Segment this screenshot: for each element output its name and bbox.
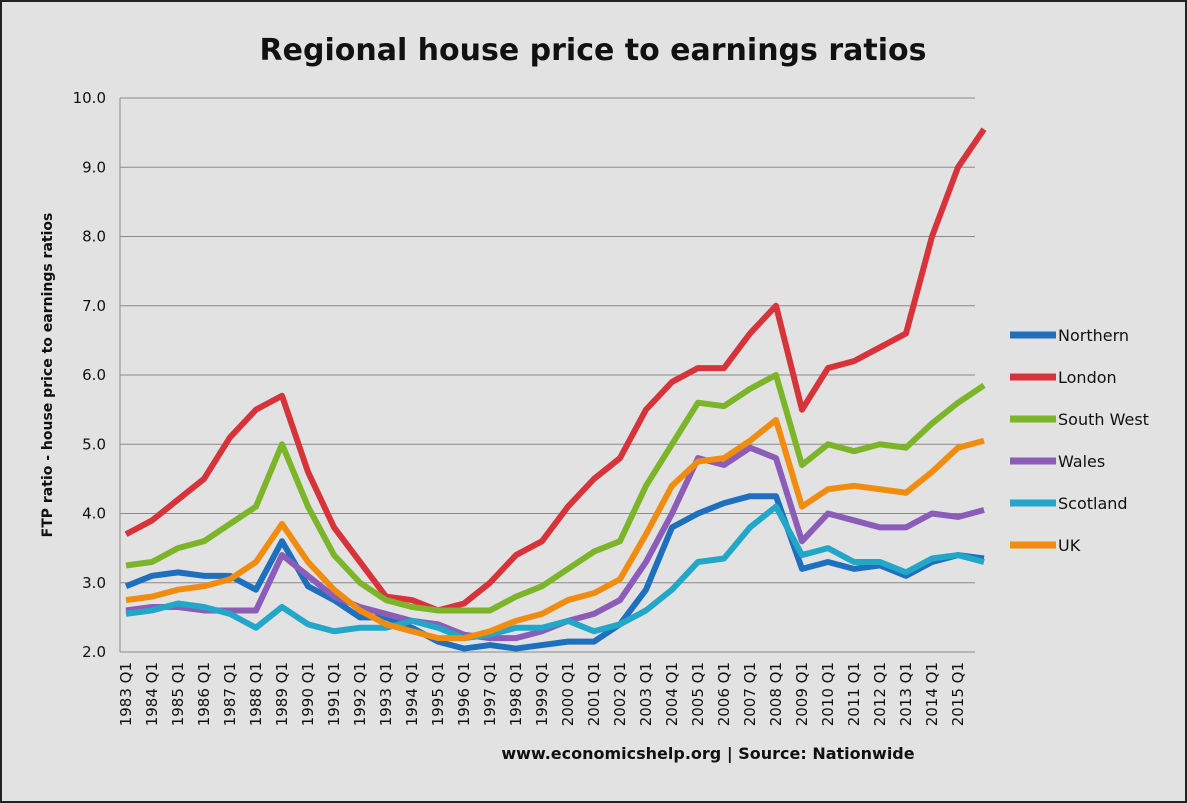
x-tick-label: 1983 Q1 xyxy=(117,662,135,726)
x-tick-label: 2001 Q1 xyxy=(585,662,603,726)
x-tick-label: 2006 Q1 xyxy=(715,662,733,726)
y-tick-label: 5.0 xyxy=(82,435,106,453)
series-line xyxy=(125,503,985,642)
x-tick-label: 2010 Q1 xyxy=(819,662,837,726)
x-tick-label: 2003 Q1 xyxy=(637,662,655,726)
y-tick-label: 3.0 xyxy=(82,574,106,592)
x-tick-label: 2005 Q1 xyxy=(689,662,707,726)
x-tick-label: 1984 Q1 xyxy=(143,662,161,726)
y-tick-label: 7.0 xyxy=(82,297,106,315)
legend-label: London xyxy=(1058,368,1117,387)
x-tick-label: 2015 Q1 xyxy=(949,662,967,726)
legend-label: Wales xyxy=(1058,452,1105,471)
x-tick-label: 2002 Q1 xyxy=(611,662,629,726)
x-tick-label: 1998 Q1 xyxy=(507,662,525,726)
x-tick-label: 2014 Q1 xyxy=(923,662,941,726)
x-tick-label: 2004 Q1 xyxy=(663,662,681,726)
series-line xyxy=(125,417,985,642)
x-tick-label: 1992 Q1 xyxy=(351,662,369,726)
x-tick-label: 1985 Q1 xyxy=(169,662,187,726)
x-tick-label: 1987 Q1 xyxy=(221,662,239,726)
y-tick-label: 2.0 xyxy=(82,643,106,661)
y-axis-title: FTP ratio - house price to earnings rati… xyxy=(40,213,56,538)
x-tick-label: 1989 Q1 xyxy=(273,662,291,726)
y-tick-label: 6.0 xyxy=(82,366,106,384)
x-tick-label: 1986 Q1 xyxy=(195,662,213,726)
y-tick-label: 8.0 xyxy=(82,228,106,246)
x-tick-label: 1996 Q1 xyxy=(455,662,473,726)
x-tick-label: 2009 Q1 xyxy=(793,662,811,726)
x-tick-label: 1993 Q1 xyxy=(377,662,395,726)
x-tick-label: 1999 Q1 xyxy=(533,662,551,726)
x-tick-label: 1990 Q1 xyxy=(299,662,317,726)
series-line xyxy=(125,372,986,614)
source-note: www.economicshelp.org | Source: Nationwi… xyxy=(501,744,914,764)
legend-label: South West xyxy=(1058,410,1149,429)
y-tick-label: 9.0 xyxy=(82,158,106,176)
legend-label: Northern xyxy=(1058,326,1129,345)
legend-label: UK xyxy=(1058,536,1081,555)
series-line xyxy=(124,127,987,614)
x-tick-label: 2011 Q1 xyxy=(845,662,863,726)
chart-title: Regional house price to earnings ratios xyxy=(260,33,927,68)
y-tick-label: 10.0 xyxy=(73,89,106,107)
x-tick-label: 2007 Q1 xyxy=(741,662,759,726)
x-tick-label: 2012 Q1 xyxy=(871,662,889,726)
x-tick-label: 2013 Q1 xyxy=(897,662,915,726)
x-tick-label: 1997 Q1 xyxy=(481,662,499,726)
x-tick-label: 1991 Q1 xyxy=(325,662,343,726)
legend-label: Scotland xyxy=(1058,494,1128,513)
series-line xyxy=(124,493,985,652)
x-tick-label: 1995 Q1 xyxy=(429,662,447,726)
y-tick-label: 4.0 xyxy=(82,505,106,523)
x-tick-label: 1994 Q1 xyxy=(403,662,421,726)
x-tick-label: 2000 Q1 xyxy=(559,662,577,726)
x-tick-label: 2008 Q1 xyxy=(767,662,785,726)
x-tick-label: 1988 Q1 xyxy=(247,662,265,726)
